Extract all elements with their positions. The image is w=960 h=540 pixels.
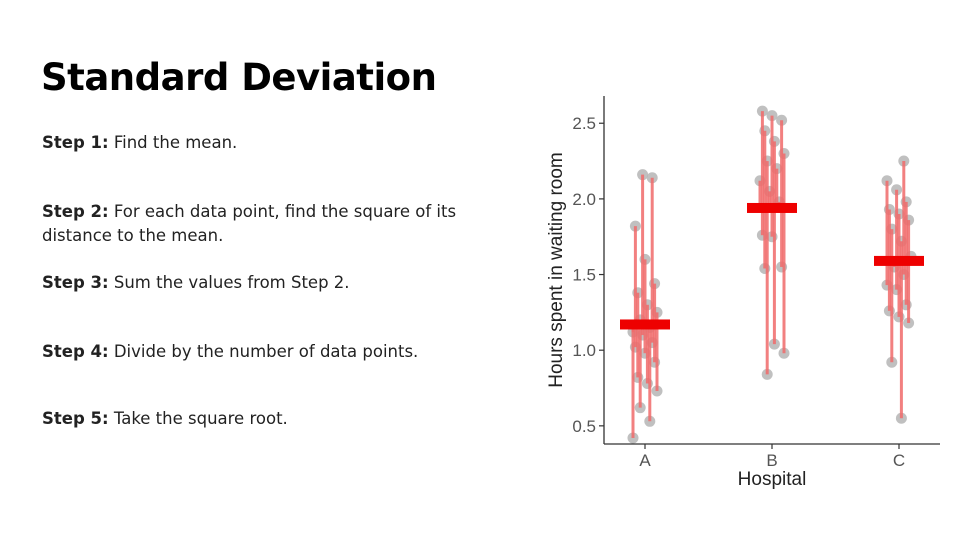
data-point xyxy=(637,169,649,181)
x-tick-label: C xyxy=(893,451,905,470)
data-point xyxy=(891,184,903,196)
y-axis-title: Hours spent in waiting room xyxy=(546,152,567,388)
step-1: Step 1: Find the mean. xyxy=(42,131,482,155)
y-tick-label: 2.0 xyxy=(572,190,596,209)
step-5-label: Step 5: xyxy=(42,409,109,428)
mean-bar xyxy=(747,202,797,213)
x-axis-title: Hospital xyxy=(738,469,807,490)
data-point xyxy=(766,110,778,122)
data-point xyxy=(776,114,788,126)
y-tick-label: 1.5 xyxy=(572,266,596,285)
step-5-text: Take the square root. xyxy=(108,409,288,428)
data-point xyxy=(756,105,768,117)
mean-bar xyxy=(620,319,670,330)
x-axis-ticks: A B C xyxy=(639,444,905,470)
step-4-label: Step 4: xyxy=(42,342,109,361)
data-point xyxy=(903,317,915,329)
step-5: Step 5: Take the square root. xyxy=(42,407,482,431)
group-B xyxy=(747,105,797,380)
chart-marks xyxy=(620,105,924,444)
step-3: Step 3: Sum the values from Step 2. xyxy=(42,271,482,295)
x-tick-label: A xyxy=(639,451,651,470)
step-2-text: For each data point, find the square of … xyxy=(42,202,457,245)
step-1-label: Step 1: xyxy=(42,133,109,152)
x-tick-label: B xyxy=(766,451,777,470)
y-tick-label: 1.0 xyxy=(572,341,596,360)
group-A xyxy=(620,169,670,444)
mean-bar xyxy=(874,255,924,266)
slide-title: Standard Deviation xyxy=(41,56,437,99)
y-tick-label: 2.5 xyxy=(572,114,596,133)
step-3-label: Step 3: xyxy=(42,273,109,292)
step-4: Step 4: Divide by the number of data poi… xyxy=(42,340,482,364)
y-tick-label: 0.5 xyxy=(572,417,596,436)
group-C xyxy=(874,155,924,424)
step-2-label: Step 2: xyxy=(42,202,109,221)
scatter-chart: 0.5 1.0 1.5 2.0 2.5 A B C Hospital Hours spent… xyxy=(546,96,940,490)
step-3-text: Sum the values from Step 2. xyxy=(108,273,350,292)
y-axis-ticks: 0.5 1.0 1.5 2.0 2.5 xyxy=(572,114,604,436)
step-2: Step 2: For each data point, find the sq… xyxy=(42,200,482,248)
step-1-text: Find the mean. xyxy=(108,133,238,152)
step-4-text: Divide by the number of data points. xyxy=(108,342,419,361)
